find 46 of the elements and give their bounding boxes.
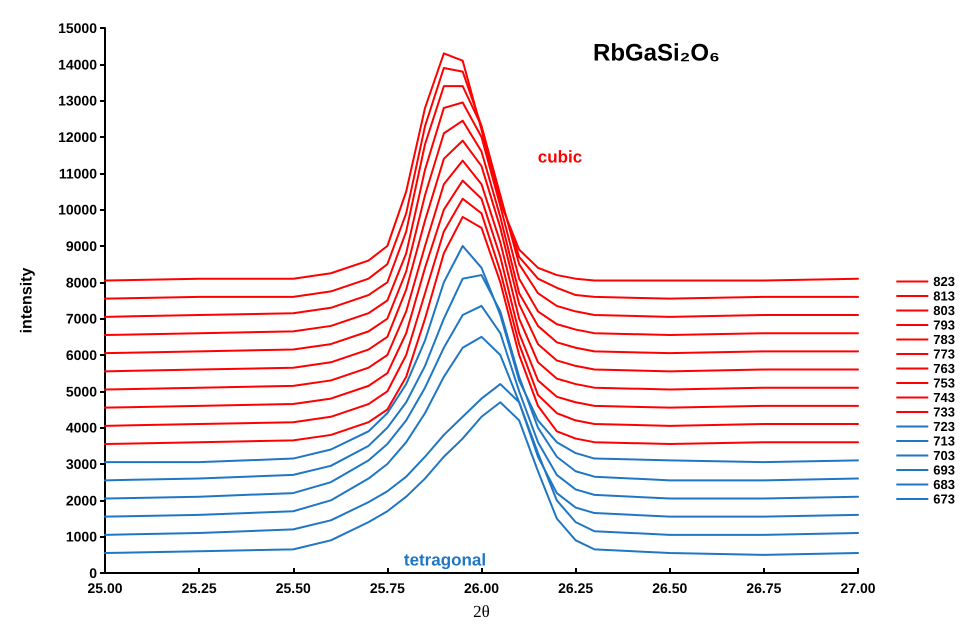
legend-label: 683 <box>933 477 956 492</box>
legend-label: 693 <box>933 462 956 478</box>
x-tick-label: 25.25 <box>182 580 217 596</box>
y-tick-label: 14000 <box>58 56 98 72</box>
y-tick-label: 8000 <box>66 274 98 290</box>
legend-label: 743 <box>933 390 956 405</box>
legend-label: 723 <box>933 419 956 434</box>
y-tick-label: 7000 <box>66 310 98 327</box>
x-tick-label: 25.75 <box>370 580 406 596</box>
text: RbGaSi₂O₆ <box>593 40 720 66</box>
legend-label: 713 <box>933 434 956 448</box>
legend-label: 763 <box>933 361 956 376</box>
legend-label: 773 <box>933 346 956 362</box>
y-tick-label: 9000 <box>66 238 98 254</box>
y-axis-title: intensity <box>18 268 36 334</box>
legend-label: 793 <box>933 318 956 332</box>
y-tick-label: 12000 <box>58 129 98 145</box>
y-tick-label: 2000 <box>66 492 98 508</box>
x-tick-label: 25.50 <box>276 580 311 596</box>
x-tick-label: 27.00 <box>840 580 876 596</box>
y-tick-label: 5000 <box>66 383 98 400</box>
x-tick-label: 26.00 <box>464 580 500 596</box>
x-tick-label: 26.50 <box>652 580 688 596</box>
y-tick-label: 10000 <box>58 202 98 218</box>
x-tick-label: 26.25 <box>558 580 594 596</box>
annotation: cubic <box>538 148 582 166</box>
x-axis-title: 2θ <box>473 602 490 621</box>
y-tick-label: 13000 <box>58 92 98 109</box>
legend-label: 823 <box>933 274 956 289</box>
y-tick-label: 1000 <box>66 528 98 545</box>
x-tick-label: 25.00 <box>87 580 123 596</box>
legend-label: 803 <box>933 303 956 318</box>
x-tick-label: 26.75 <box>746 580 782 596</box>
y-tick-label: 3000 <box>66 456 98 472</box>
legend-label: 753 <box>933 376 956 390</box>
y-tick-label: 11000 <box>58 165 98 182</box>
legend-label: 813 <box>933 288 956 304</box>
y-tick-label: 4000 <box>66 420 98 436</box>
legend-label: 783 <box>933 332 956 347</box>
y-tick-label: 6000 <box>66 347 98 363</box>
legend-label: 703 <box>933 448 956 463</box>
annotation: tetragonal <box>404 550 486 570</box>
y-tick-label: 15000 <box>58 20 98 36</box>
legend-label: 673 <box>933 492 956 506</box>
y-tick-label: 0 <box>89 565 98 581</box>
legend-label: 733 <box>933 404 956 420</box>
